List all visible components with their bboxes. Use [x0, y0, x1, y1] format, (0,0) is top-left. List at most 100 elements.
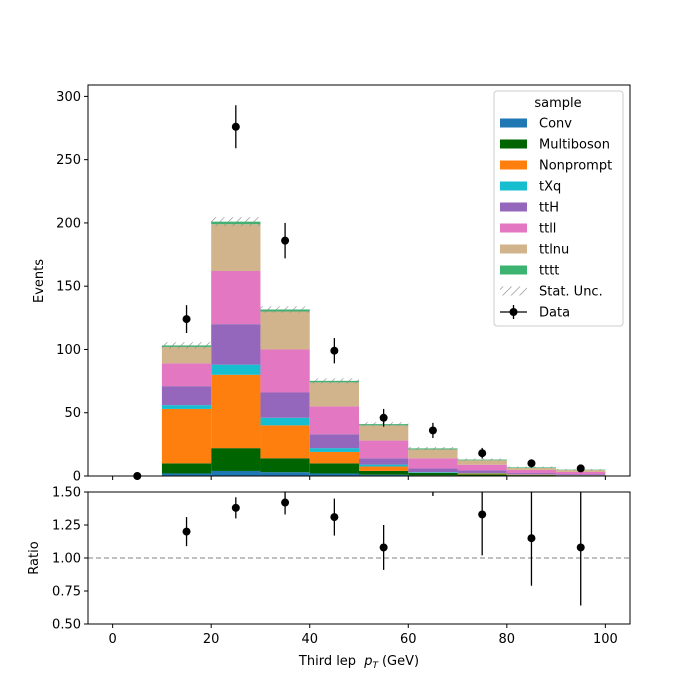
data-point-3	[281, 236, 290, 245]
data-point-2	[231, 122, 240, 131]
legend-label-data: Data	[539, 306, 570, 321]
main-ytick-label-250: 250	[56, 153, 81, 168]
bar-nonprompt-bin-3	[260, 425, 310, 459]
x-axis-label-math: p	[363, 654, 372, 669]
ratio-points	[182, 492, 585, 606]
legend-label-ttll: ttll	[539, 222, 556, 237]
bar-conv-bin-3	[260, 472, 310, 476]
bar-conv-bin-5	[359, 474, 409, 476]
legend-swatch-tttt	[500, 265, 527, 275]
x-axis-label-text: Third lep	[298, 654, 356, 669]
stacked-histogram	[161, 221, 606, 476]
bar-tth-bin-3	[260, 392, 310, 418]
bar-nonprompt-bin-5	[359, 466, 409, 471]
main-ytick-label-50: 50	[64, 406, 81, 421]
main-x-ticks	[112, 476, 606, 480]
bar-txq-bin-2	[211, 364, 261, 375]
ratio-xtick-label-100: 100	[593, 632, 618, 647]
bar-nonprompt-bin-8	[506, 474, 557, 476]
bar-txq-bin-3	[260, 417, 310, 426]
main-ytick-label-300: 300	[56, 90, 81, 105]
bar-tth-bin-8	[506, 473, 557, 475]
legend-label-txq: tXq	[539, 180, 561, 195]
legend-items: Conv Multiboson Nonprompt tXq ttH ttll ttlnu tt…	[500, 117, 612, 321]
main-panel: 0 50 100 150 200 250 300 Events	[32, 84, 631, 485]
bar-ttll-bin-5	[359, 440, 409, 459]
main-y-ticks: 0 50 100 150 200 250 300	[56, 90, 88, 485]
bar-nonprompt-bin-2	[211, 374, 261, 449]
bar-ttlnu-bin-5	[359, 425, 409, 441]
bar-ttlnu-bin-8	[506, 468, 557, 470]
ratio-point-7	[527, 534, 536, 543]
legend-label-tth: ttH	[539, 201, 559, 216]
bar-ttlnu-bin-3	[260, 311, 310, 350]
bar-multiboson-bin-7	[457, 474, 507, 476]
ratio-point-0	[182, 527, 191, 536]
legend-title: sample	[534, 96, 581, 111]
data-point-1	[182, 315, 191, 324]
bar-tth-bin-9	[556, 474, 606, 476]
bar-conv-bin-2	[211, 470, 261, 476]
ratio-panel: 0.50 0.75 1.00 1.25 1.50 0 20 40 60 80 100 Ratio	[27, 486, 631, 647]
legend-label-multiboson: Multiboson	[539, 138, 610, 153]
main-ytick-label-150: 150	[56, 280, 81, 295]
legend-swatch-multiboson	[500, 139, 527, 149]
data-point-6	[428, 426, 437, 435]
main-ytick-label-100: 100	[56, 343, 81, 358]
bar-txq-bin-4	[309, 448, 359, 452]
bar-ttll-bin-3	[260, 349, 310, 393]
bar-ttll-bin-9	[556, 471, 606, 475]
bar-ttlnu-bin-7	[457, 460, 507, 465]
ratio-point-8	[576, 543, 585, 552]
legend-swatch-ttll	[500, 223, 527, 233]
bar-multiboson-bin-8	[506, 475, 557, 476]
ratio-point-3	[330, 513, 339, 522]
bar-conv-bin-1	[161, 473, 212, 476]
ratio-y-label: Ratio	[27, 541, 42, 574]
bar-nonprompt-bin-7	[457, 473, 507, 475]
stat-unc-bin-6	[408, 446, 458, 450]
legend-label-tttt: tttt	[539, 264, 559, 279]
ratio-x-ticks: 0 20 40 60 80 100	[108, 624, 618, 647]
bar-multiboson-bin-1	[161, 463, 212, 474]
ratio-xtick-label-0: 0	[108, 632, 116, 647]
bar-tth-bin-4	[309, 434, 359, 449]
ratio-point-1	[231, 503, 240, 512]
bar-tth-bin-7	[457, 470, 507, 473]
legend-label-stat-unc: Stat. Unc.	[539, 285, 603, 300]
main-y-label: Events	[32, 259, 47, 303]
legend-swatch-txq	[500, 181, 527, 191]
x-axis-label-sub: T	[372, 661, 379, 671]
legend-data-marker	[509, 308, 518, 316]
bar-txq-bin-6	[408, 472, 458, 473]
main-ytick-label-200: 200	[56, 216, 81, 231]
data-point-4	[330, 346, 339, 355]
bar-ttlnu-bin-4	[309, 382, 359, 407]
legend-label-nonprompt: Nonprompt	[539, 159, 612, 174]
bar-ttll-bin-4	[309, 406, 359, 435]
bar-multiboson-bin-6	[408, 472, 458, 476]
ratio-xtick-label-60: 60	[400, 632, 417, 647]
bar-tth-bin-6	[408, 468, 458, 473]
bar-tth-bin-1	[161, 386, 212, 406]
stat-unc-bin-7	[457, 458, 507, 461]
ratio-ytick-label-1.25: 1.25	[52, 519, 81, 534]
bar-ttll-bin-7	[457, 464, 507, 471]
stat-unc-bin-3	[260, 306, 310, 313]
main-ytick-label-0: 0	[73, 470, 81, 485]
ratio-ytick-label-1.00: 1.00	[52, 552, 81, 567]
bar-multiboson-bin-3	[260, 458, 310, 473]
ratio-point-4	[379, 543, 388, 552]
legend-swatch-conv	[500, 118, 527, 128]
legend-swatch-ttlnu	[500, 244, 527, 254]
bar-txq-bin-7	[457, 472, 507, 474]
legend-swatch-nonprompt	[500, 160, 527, 170]
legend-swatch-tth	[500, 202, 527, 212]
bar-txq-bin-1	[161, 405, 212, 409]
data-point-7	[478, 449, 487, 458]
legend-label-conv: Conv	[539, 117, 572, 132]
ratio-point-2	[281, 498, 290, 507]
bar-ttll-bin-2	[211, 271, 261, 325]
bar-conv-bin-4	[309, 473, 359, 476]
ratio-y-ticks: 0.50 0.75 1.00 1.25 1.50	[52, 486, 88, 633]
